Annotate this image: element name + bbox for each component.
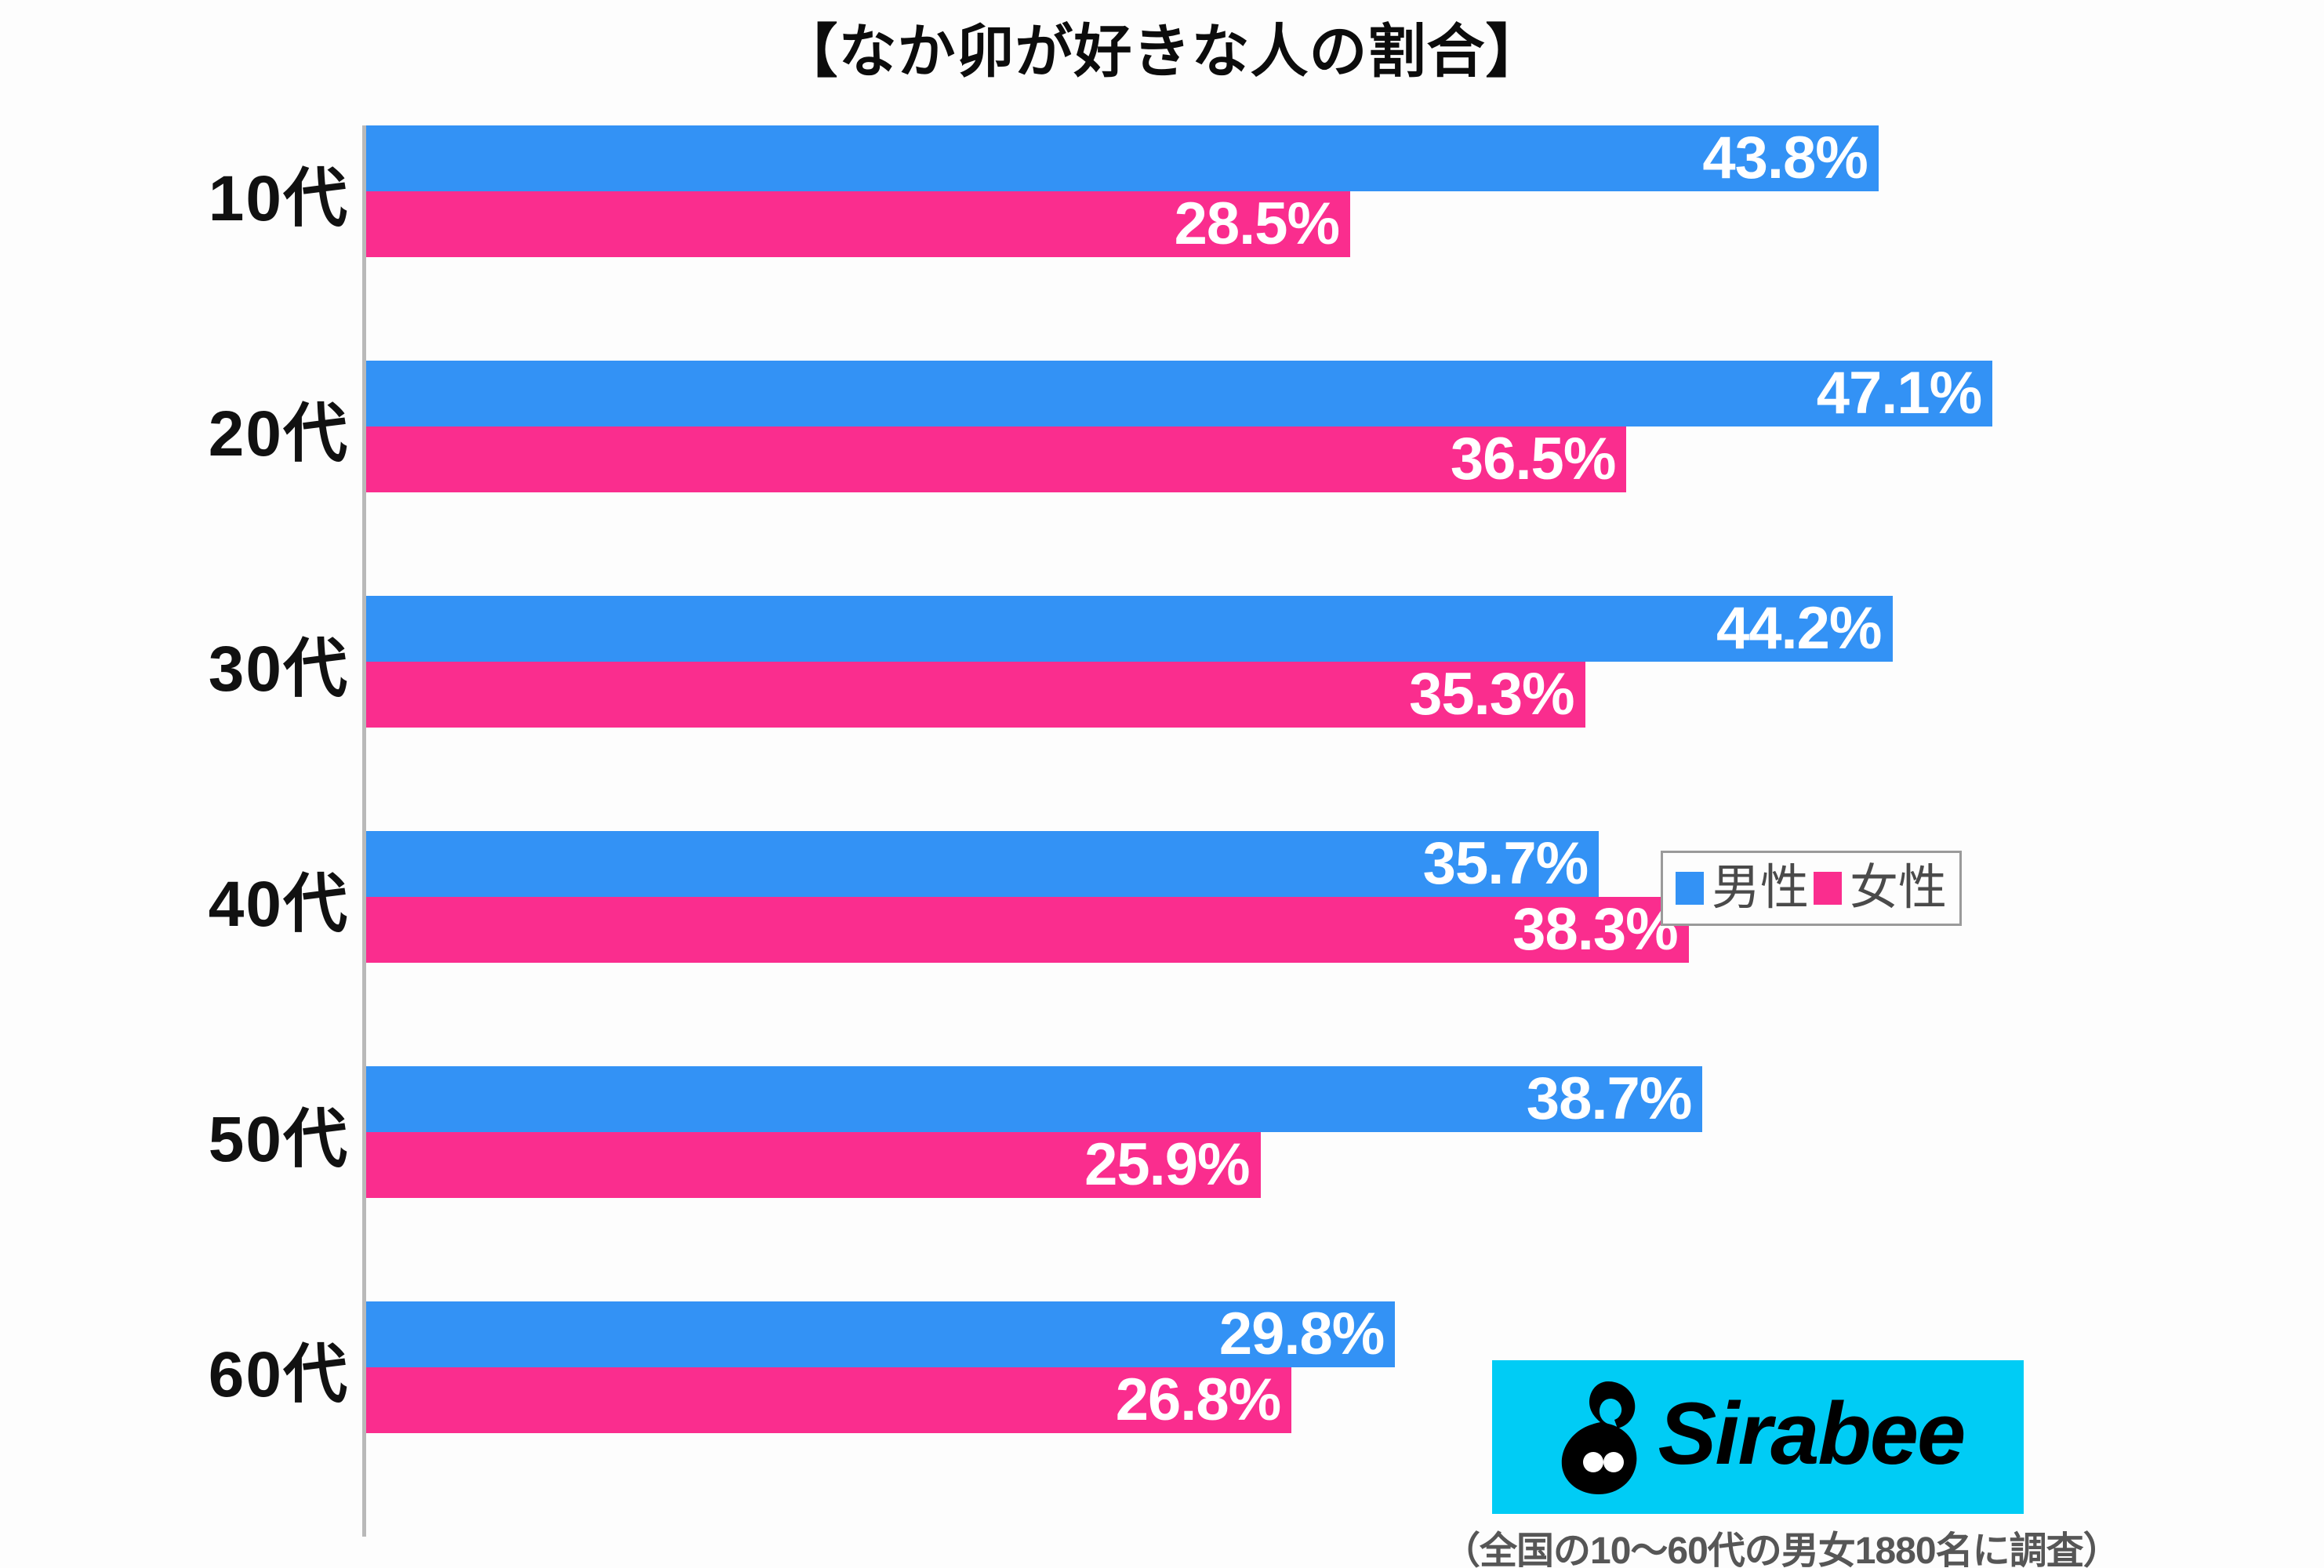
legend-swatch-female-icon [1814, 872, 1843, 905]
bar-female: 28.5% [366, 191, 1351, 257]
category-label: 30代 [208, 633, 349, 705]
bar-group: 38.7% 25.9% [366, 1066, 2324, 1198]
bar-group: 29.8% 26.8% [366, 1301, 2324, 1433]
legend-swatch-male-icon [1676, 872, 1704, 905]
category-label: 40代 [208, 869, 349, 940]
bar-group: 47.1% 36.5% [366, 361, 2324, 492]
legend-label-male: 男性 [1712, 861, 1810, 915]
bar-male: 35.7% [366, 830, 1600, 897]
bar-male: 29.8% [366, 1301, 1396, 1367]
sirabee-logo: Sirabee [1492, 1360, 2024, 1514]
bar-female: 25.9% [366, 1132, 1261, 1198]
survey-note: （全国の10〜60代の男女1880名に調査） [1443, 1530, 2121, 1568]
bar-value-label: 36.5% [1450, 426, 1616, 492]
y-axis-line [362, 125, 366, 1537]
bar-male: 44.2% [366, 596, 1893, 662]
bar-value-label: 29.8% [1218, 1301, 1385, 1367]
bar-male: 47.1% [366, 360, 1993, 426]
category-label: 20代 [208, 398, 349, 470]
category-label: 60代 [208, 1339, 349, 1410]
bar-group: 35.7% 38.3% [366, 831, 2324, 963]
bar-value-label: 25.9% [1084, 1131, 1250, 1198]
bar-female: 36.5% [366, 426, 1627, 492]
bar-value-label: 26.8% [1115, 1367, 1281, 1433]
bar-female: 38.3% [366, 897, 1689, 963]
bar-value-label: 35.7% [1422, 830, 1589, 897]
bar-value-label: 43.8% [1702, 125, 1868, 191]
y-axis-label-column: 10代 20代 30代 40代 50代 60代 [0, 125, 349, 1537]
bar-male: 43.8% [366, 125, 1879, 191]
plot-area: 43.8% 28.5% 47.1% 36.5% 44.2% 35.3% 35.7% 38.3%… [362, 125, 2324, 1537]
bar-value-label: 38.3% [1512, 896, 1678, 963]
bar-value-label: 35.3% [1409, 661, 1574, 728]
bar-value-label: 44.2% [1716, 595, 1882, 662]
bar-female: 26.8% [366, 1367, 1292, 1433]
bar-male: 38.7% [366, 1065, 1703, 1132]
bar-female: 35.3% [366, 662, 1585, 728]
legend-entry-female: 女性 [1814, 864, 1947, 913]
legend-entry-male: 男性 [1676, 864, 1809, 913]
category-label: 50代 [208, 1104, 349, 1175]
sirabee-bee-icon [1561, 1381, 1637, 1494]
sirabee-wordmark: Sirabee [1658, 1385, 1966, 1483]
legend-label-female: 女性 [1850, 861, 1948, 915]
bar-group: 43.8% 28.5% [366, 125, 2324, 257]
chart-legend: 男性 女性 [1661, 851, 1963, 926]
bar-value-label: 38.7% [1526, 1065, 1692, 1132]
category-label: 10代 [208, 163, 349, 234]
bar-value-label: 47.1% [1816, 360, 1982, 426]
bar-value-label: 28.5% [1174, 191, 1340, 257]
page-title: 【なか卯が好きな人の割合】 [779, 19, 1545, 84]
bar-group: 44.2% 35.3% [366, 596, 2324, 728]
